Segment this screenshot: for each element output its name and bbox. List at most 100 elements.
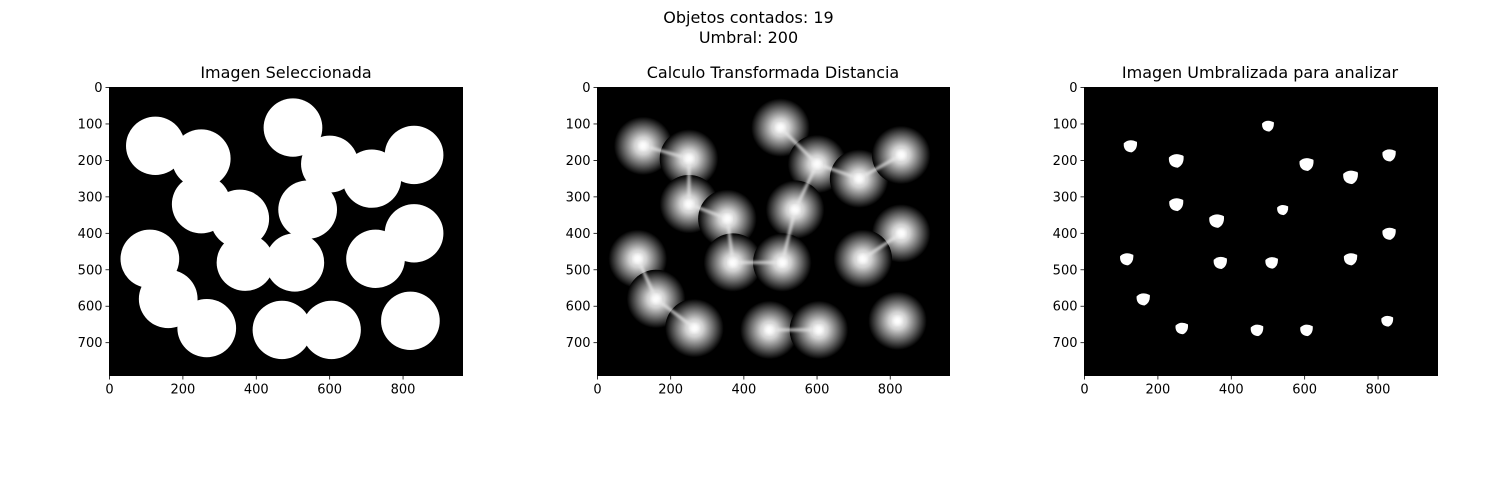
distance-ridge-9	[815, 162, 861, 181]
x-tick-label-200: 200	[1145, 383, 1170, 398]
threshold-blob-19	[1381, 315, 1394, 327]
subplot-distance-transform: Calculo Transformada Distancia 0 200 400 60…	[566, 63, 950, 398]
y-tick-label-200: 200	[566, 154, 591, 169]
y-tick-label-300: 300	[566, 190, 591, 205]
threshold-blob-10	[1382, 227, 1396, 240]
subplot-2-title: Calculo Transformada Distancia	[647, 63, 899, 82]
object-disc-18	[302, 300, 361, 360]
y-tick-label-200: 200	[78, 154, 103, 169]
y-tick-label-0: 0	[1069, 81, 1077, 96]
x-tick-label-600: 600	[317, 383, 342, 398]
distance-peak-core-16	[690, 324, 699, 333]
object-disc-6	[384, 125, 444, 185]
x-tick-label-800: 800	[1366, 383, 1391, 398]
threshold-blob-17	[1250, 324, 1264, 337]
threshold-blob-11	[1120, 253, 1134, 266]
y-tick-label-500: 500	[1053, 263, 1078, 278]
threshold-blob-14	[1343, 253, 1358, 266]
distance-peak-core-11	[633, 254, 642, 263]
threshold-blob-8	[1209, 214, 1225, 228]
distance-peak-core-19	[893, 316, 902, 325]
x-tick-label-0: 0	[105, 383, 113, 398]
subplot-2-image	[597, 87, 950, 376]
threshold-blob-3	[1262, 120, 1274, 132]
y-tick-label-0: 0	[582, 81, 590, 96]
subplot-1-frame	[109, 87, 463, 376]
x-tick-label-400: 400	[731, 383, 756, 398]
x-tick-label-600: 600	[805, 383, 830, 398]
distance-ridge-7	[793, 162, 819, 212]
object-disc-9	[278, 180, 338, 239]
object-disc-16	[177, 298, 237, 358]
subplot-selected-image: Imagen Seleccionada 0 200 400 600 800 0 100 200…	[78, 63, 463, 398]
object-disc-19	[381, 291, 440, 350]
object-disc-3	[263, 98, 323, 157]
object-disc-13	[265, 233, 325, 292]
distance-peak-core-2	[684, 154, 693, 163]
x-tick-label-400: 400	[1219, 383, 1244, 398]
subplot-2-ticks: 0 200 400 600 800 0 100 200 300 400 500 600 700	[566, 81, 903, 398]
y-tick-label-300: 300	[78, 190, 103, 205]
distance-peak-core-12	[728, 258, 737, 267]
y-tick-label-600: 600	[1053, 300, 1078, 315]
x-tick-label-600: 600	[1292, 383, 1317, 398]
y-tick-label-500: 500	[566, 263, 591, 278]
distance-ridge-11	[861, 231, 903, 261]
threshold-blob-16	[1175, 322, 1189, 335]
distance-peak-core-5	[855, 174, 864, 183]
subplot-thresholded-image: Imagen Umbralizada para analizar 0 200 400…	[1053, 63, 1438, 398]
distance-peak-core-3	[776, 123, 785, 132]
threshold-blob-9	[1277, 204, 1289, 216]
figure-suptitle-line-1: Objetos contados: 19	[663, 8, 834, 27]
distance-peak-core-7	[684, 200, 693, 209]
distance-ridge-1	[641, 144, 691, 161]
threshold-blob-5	[1343, 170, 1358, 185]
y-tick-label-700: 700	[78, 336, 103, 351]
x-tick-label-800: 800	[878, 383, 903, 398]
distance-ridge-13	[654, 297, 696, 330]
distance-ridge-3	[687, 202, 729, 221]
subplot-3-image	[1084, 87, 1438, 376]
y-tick-label-100: 100	[78, 117, 103, 132]
x-tick-label-800: 800	[391, 383, 416, 398]
y-tick-label-400: 400	[78, 227, 103, 242]
x-tick-label-200: 200	[658, 383, 683, 398]
threshold-blob-12	[1213, 256, 1227, 270]
threshold-blob-15	[1136, 293, 1150, 306]
threshold-blob-18	[1300, 324, 1313, 337]
y-tick-label-100: 100	[566, 117, 591, 132]
distance-peak-core-13	[778, 258, 787, 267]
object-disc-14	[346, 229, 405, 289]
subplot-1-title: Imagen Seleccionada	[200, 63, 371, 82]
threshold-blob-6	[1382, 149, 1396, 162]
y-tick-label-600: 600	[78, 300, 103, 315]
subplot-3-title: Imagen Umbralizada para analizar	[1122, 63, 1399, 82]
subplot-1-ticks: 0 200 400 600 800 0 100 200 300 400 500 600 700	[78, 81, 416, 398]
y-tick-label-500: 500	[78, 263, 103, 278]
y-tick-label-100: 100	[1053, 117, 1078, 132]
distance-peak-core-9	[791, 205, 800, 214]
distance-ridge-8	[778, 126, 819, 166]
distance-ridge-10	[857, 153, 903, 181]
y-tick-label-600: 600	[566, 300, 591, 315]
subplot-3-frame	[1084, 87, 1438, 376]
object-disc-17	[252, 300, 312, 360]
distance-peak-core-15	[652, 294, 661, 303]
y-tick-label-700: 700	[1053, 336, 1078, 351]
distance-peak-core-14	[858, 254, 867, 263]
threshold-blob-1	[1123, 140, 1138, 153]
subplot-2-frame	[597, 87, 950, 376]
x-tick-label-400: 400	[244, 383, 269, 398]
distance-peak-core-17	[765, 325, 774, 334]
threshold-blob-2	[1168, 154, 1184, 168]
x-tick-label-0: 0	[593, 383, 601, 398]
distance-peak-core-8	[723, 214, 732, 223]
y-tick-label-300: 300	[1053, 190, 1078, 205]
threshold-blob-13	[1265, 257, 1278, 269]
y-tick-label-400: 400	[1053, 227, 1078, 242]
subplot-1-image	[109, 87, 463, 376]
distance-peak-core-18	[814, 325, 823, 334]
distance-peak-core-6	[897, 150, 906, 159]
distance-ridge-4	[725, 217, 735, 264]
